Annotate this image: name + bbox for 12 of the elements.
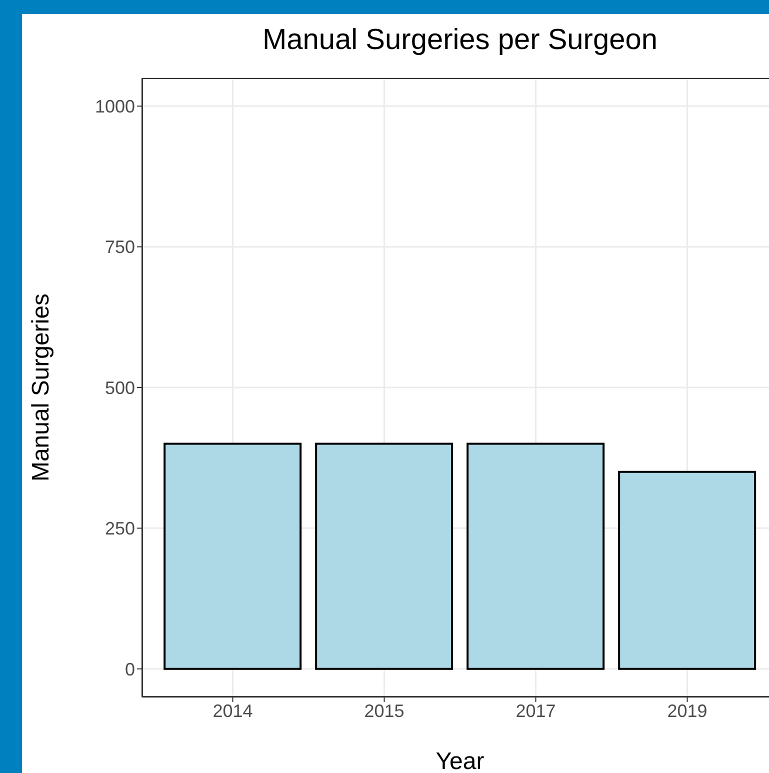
x-tick-label: 2015	[364, 700, 404, 721]
x-tick-label: 2014	[212, 700, 253, 721]
y-tick-label: 500	[104, 378, 135, 398]
y-tick-label: 250	[104, 518, 135, 539]
x-tick-label: 2017	[516, 700, 556, 721]
y-axis-title: Manual Surgeries	[28, 293, 55, 482]
x-axis-title: Year	[436, 748, 484, 773]
chart-title: Manual Surgeries per Surgeon	[262, 24, 658, 57]
y-tick-label: 0	[124, 659, 135, 680]
y-tick-label: 750	[104, 237, 135, 258]
x-tick-label: 2019	[667, 700, 708, 721]
y-tick-label: 1000	[94, 96, 135, 117]
